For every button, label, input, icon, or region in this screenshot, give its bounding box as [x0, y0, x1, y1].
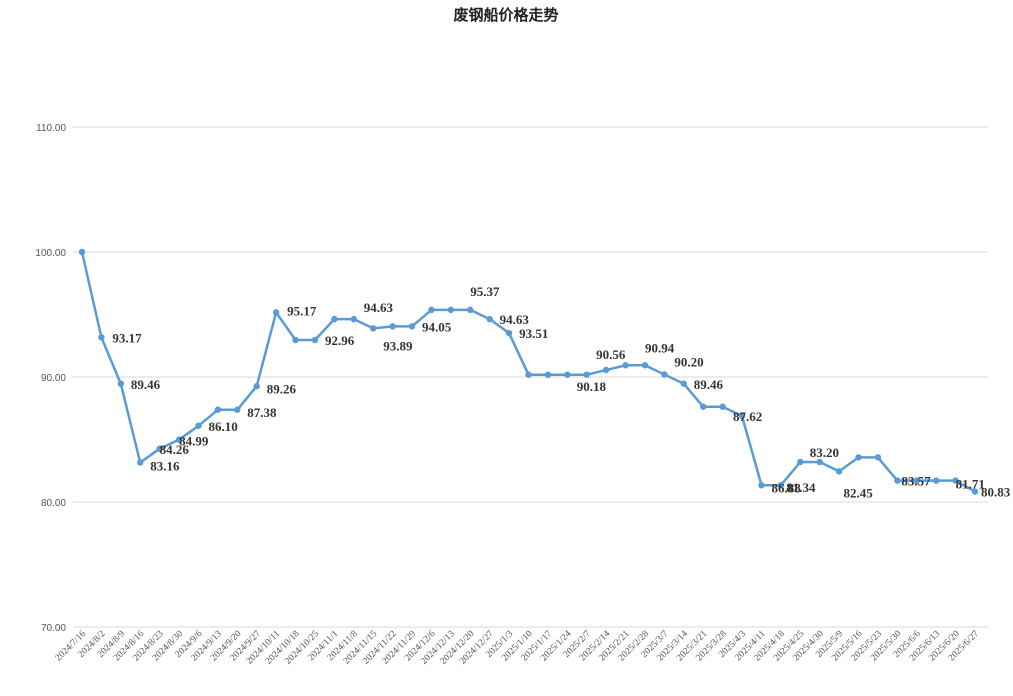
data-label: 86.88: [771, 480, 801, 495]
data-point: [564, 371, 571, 378]
data-point: [408, 323, 416, 330]
y-tick-label: 80.00: [41, 498, 66, 509]
data-point: [98, 334, 105, 341]
data-point: [874, 454, 882, 461]
data-point: [777, 482, 785, 489]
data-label: 95.37: [470, 284, 500, 299]
data-point: [117, 380, 125, 387]
data-label: 83.20: [810, 445, 839, 460]
data-point: [369, 325, 377, 332]
data-point: [253, 383, 260, 390]
data-point: [447, 306, 455, 314]
data-point: [583, 371, 590, 378]
data-label: 83.57: [901, 474, 931, 489]
data-point: [816, 458, 823, 466]
data-label: 92.96: [325, 333, 355, 348]
y-tick-label: 110.00: [36, 123, 66, 134]
y-tick-label: 100.00: [35, 248, 66, 259]
data-point: [855, 454, 862, 461]
y-tick-label: 70.00: [41, 623, 66, 634]
data-point: [641, 362, 649, 369]
data-label: 90.94: [645, 340, 675, 355]
data-label: 80.83: [981, 485, 1011, 500]
data-point: [680, 380, 688, 387]
data-point: [622, 362, 629, 369]
data-label: 90.20: [674, 355, 703, 370]
data-label: 86.10: [208, 419, 237, 434]
data-point: [195, 422, 202, 429]
data-label: 93.17: [112, 330, 142, 345]
data-label: 94.05: [422, 319, 452, 334]
data-point: [292, 336, 299, 344]
y-tick-label: 90.00: [41, 373, 66, 384]
data-label: 90.18: [577, 379, 607, 394]
data-point: [544, 371, 552, 378]
data-label: 82.45: [844, 485, 874, 500]
data-point: [350, 315, 357, 323]
data-point: [700, 403, 707, 410]
data-point: [835, 468, 843, 475]
y-axis-ticks: 70.00 80.00 90.00 100.00 110.00: [35, 123, 66, 634]
data-label: 81.34: [786, 480, 816, 495]
data-point: [311, 336, 319, 344]
data-label: 87.62: [733, 409, 762, 424]
data-label: 89.46: [131, 377, 161, 392]
data-point: [214, 406, 222, 413]
data-point: [797, 458, 804, 466]
data-label: 94.63: [500, 312, 530, 327]
data-label: 81.71: [956, 477, 985, 492]
data-point: [272, 309, 280, 316]
data-point: [894, 477, 901, 484]
data-label: 93.51: [519, 326, 548, 341]
data-point: [467, 306, 474, 314]
data-label: 95.17: [287, 303, 317, 318]
data-label: 89.46: [694, 377, 724, 392]
x-axis-ticks: 2024/7/162024/8/22024/8/92024/8/162024/8…: [54, 629, 981, 667]
data-point: [389, 323, 396, 330]
data-point: [505, 329, 513, 337]
data-point: [719, 403, 726, 410]
data-point: [952, 477, 959, 484]
data-point: [486, 315, 493, 323]
series-layer: [78, 248, 979, 495]
data-label: 84.99: [179, 434, 209, 449]
data-point: [971, 488, 979, 495]
data-label: 84.26: [160, 442, 190, 457]
data-point: [758, 482, 765, 489]
data-label: 90.56: [596, 347, 626, 362]
data-point: [738, 412, 746, 420]
data-label: 93.89: [383, 338, 413, 353]
data-point: [428, 306, 435, 314]
data-point: [661, 371, 668, 378]
data-label: 83.16: [150, 459, 180, 474]
data-point: [175, 436, 183, 443]
data-label: 94.63: [364, 300, 394, 315]
data-point: [932, 477, 940, 484]
data-label: 87.38: [247, 405, 277, 420]
data-point: [234, 406, 241, 413]
data-point: [78, 248, 86, 256]
chart-title: 废钢船价格走势: [453, 6, 558, 24]
data-point: [156, 445, 163, 452]
data-point: [331, 315, 338, 323]
data-point: [525, 371, 532, 378]
data-point: [602, 366, 610, 374]
data-point: [913, 477, 920, 484]
data-label: 89.26: [267, 381, 297, 396]
data-point: [137, 459, 144, 466]
